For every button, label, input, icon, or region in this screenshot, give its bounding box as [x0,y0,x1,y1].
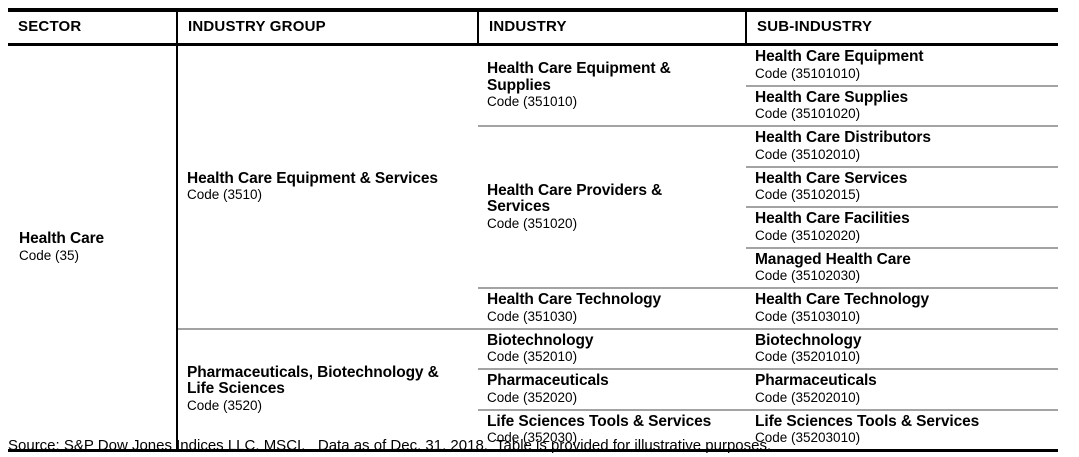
sub-industry-cell: Biotechnology Code (35201010) [746,327,1058,369]
sub-industry-code: Code (35202010) [755,389,861,405]
column-header-sector: SECTOR [8,10,177,46]
industry-code: Code (352020) [487,389,578,405]
sub-industry-code: Code (35102015) [755,187,861,202]
industry-name: Biotechnology [487,331,594,349]
table-row: Life Sciences Tools & Services Code (352… [8,408,1058,451]
sub-industry-name: Health Care Distributors [755,129,931,146]
sub-industry-name: Health Care Equipment [755,48,924,65]
sub-industry-code: Code (35101010) [755,65,861,81]
industry-name: Health Care Providers & Services [487,181,663,215]
industry-code: Code (352030) [487,430,578,445]
column-header-industry-group: INDUSTRY GROUP [176,10,478,46]
industry-cell: Health Care Technology Code (351030) [478,287,746,329]
table-row: Health Care Providers & Services Code (3… [8,125,1058,288]
industry-name: Health Care Technology [487,291,662,308]
table-row: Health Care Services Code (35102015) [8,165,1058,207]
sub-industry-code: Code (35103010) [755,308,861,324]
sector-name: Health Care [19,230,105,248]
table-row: Pharmaceuticals, Biotechnology & Life Sc… [8,327,1058,451]
sub-industry-cell: Health Care Distributors Code (35102010) [746,125,1058,167]
table-row: Health Care Supplies Code (35101020) [8,84,1058,126]
table-row: Health Care Technology Code (351030) Hea… [8,287,1058,329]
table-row: Health Care Code (35) Health Care Equipm… [8,44,1058,451]
gics-classification-table: SECTOR INDUSTRY GROUP INDUSTRY SUB-INDUS… [8,8,1058,452]
industry-cell: Health Care Equipment & Supplies Code (3… [478,45,746,127]
sector-code: Code (35) [19,247,80,263]
sub-industry-code: Code (35201010) [755,349,861,364]
industry-code: Code (351020) [487,215,578,231]
industry-code: Code (351030) [487,308,578,324]
industry-group-cell: Pharmaceuticals, Biotechnology & Life Sc… [177,327,478,451]
header-row: SECTOR INDUSTRY GROUP INDUSTRY SUB-INDUS… [8,10,1058,46]
sub-industry-code: Code (35102010) [755,146,861,162]
industry-cell: Pharmaceuticals Code (352020) [478,368,746,410]
industry-name: Pharmaceuticals [487,372,609,389]
column-header-sub-industry: SUB-INDUSTRY [745,10,1058,46]
industry-cell: Biotechnology Code (352010) [478,327,746,369]
industry-group-name: Health Care Equipment & Services [187,169,438,187]
sub-industry-name: Health Care Supplies [755,88,909,106]
sub-industry-code: Code (35102020) [755,227,861,243]
industry-group-cell: Health Care Equipment & Services Code (3… [177,45,478,329]
sub-industry-name: Health Care Technology [755,291,930,308]
industry-group-code: Code (3510) [187,187,263,202]
sub-industry-code: Code (35101020) [755,106,861,121]
industry-group-name: Pharmaceuticals, Biotechnology & Life Sc… [187,363,439,398]
industry-name: Life Sciences Tools & Services [487,412,712,430]
sub-industry-name: Pharmaceuticals [755,372,877,389]
industry-group-code: Code (3520) [187,397,263,413]
table-row: Pharmaceuticals Code (352020) Pharmaceut… [8,368,1058,410]
sub-industry-name: Life Sciences Tools & Services [755,412,980,430]
sub-industry-cell: Life Sciences Tools & Services Code (352… [746,408,1058,451]
source-note: Source: S&P Dow Jones Indices LLC, MSCI.… [8,437,772,454]
sub-industry-cell: Pharmaceuticals Code (35202010) [746,368,1058,410]
industry-cell: Life Sciences Tools & Services Code (352… [478,408,746,451]
sub-industry-cell: Health Care Technology Code (35103010) [746,287,1058,329]
sub-industry-name: Health Care Services [755,169,908,187]
sub-industry-name: Biotechnology [755,331,862,349]
sub-industry-cell: Managed Health Care Code (35102030) [746,246,1058,288]
sub-industry-cell: Health Care Supplies Code (35101020) [746,84,1058,126]
sub-industry-code: Code (35102030) [755,268,861,283]
sector-cell: Health Care Code (35) [8,44,178,451]
sub-industry-name: Health Care Facilities [755,210,910,227]
table-row: Health Care Facilities Code (35102020) [8,206,1058,248]
sub-industry-cell: Health Care Facilities Code (35102020) [746,206,1058,248]
sub-industry-cell: Health Care Services Code (35102015) [746,165,1058,207]
sub-industry-cell: Health Care Equipment Code (35101010) [746,45,1058,86]
sub-industry-name: Managed Health Care [755,250,911,268]
industry-cell: Health Care Providers & Services Code (3… [478,125,746,288]
industry-code: Code (352010) [487,349,578,364]
sub-industry-code: Code (35203010) [755,430,861,445]
table-row: Managed Health Care Code (35102030) [8,246,1058,288]
industry-code: Code (351010) [487,94,578,109]
column-header-industry: INDUSTRY [477,10,746,46]
industry-name: Health Care Equipment & Supplies [487,60,671,94]
